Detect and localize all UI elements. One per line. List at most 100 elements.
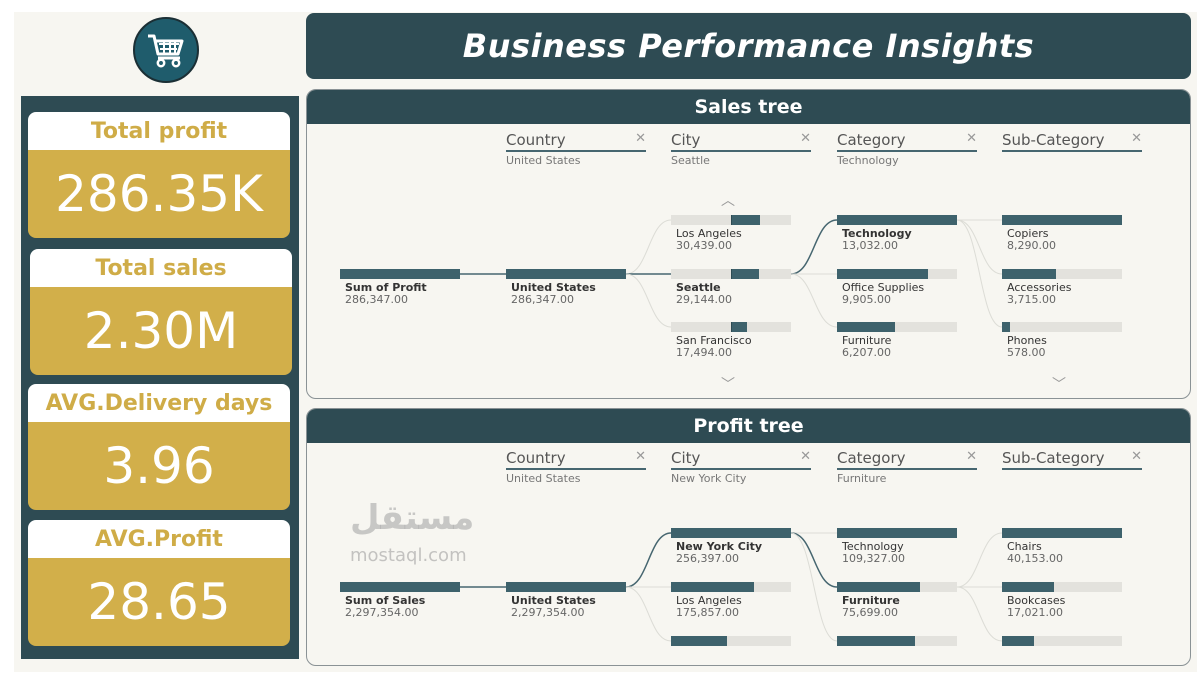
column-header-sub-category[interactable]: Sub-Category ✕	[1002, 131, 1142, 154]
node-bar-fill	[671, 582, 754, 592]
column-header-city[interactable]: City ✕ Seattle	[671, 131, 811, 167]
kpi-card-total-sales: Total sales 2.30M	[30, 249, 292, 375]
tree-node[interactable]: Bookcases 17,021.00	[1002, 582, 1122, 619]
node-bar	[1002, 215, 1122, 225]
profit-tree-visual[interactable]: Profit tree Country ✕ United States City ✕ Ne…	[306, 408, 1191, 666]
node-bar-fill	[340, 269, 460, 279]
close-icon[interactable]: ✕	[1131, 449, 1142, 464]
close-icon[interactable]: ✕	[635, 131, 646, 146]
tree-node[interactable]: Accessories 3,715.00	[1002, 269, 1122, 306]
node-bar-fill	[837, 269, 929, 279]
node-bar	[1002, 269, 1122, 279]
column-header-country[interactable]: Country ✕ United States	[506, 449, 646, 485]
node-value: 2,297,354.00	[511, 606, 585, 619]
tree-node[interactable]: Phones 578.00	[1002, 322, 1122, 359]
close-icon[interactable]: ✕	[966, 131, 977, 146]
node-bar	[506, 582, 626, 592]
tree-root-node[interactable]: Sum of Sales 2,297,354.00	[340, 582, 460, 619]
node-label: Los Angeles	[676, 227, 742, 240]
close-icon[interactable]: ✕	[635, 449, 646, 464]
close-icon[interactable]: ✕	[800, 449, 811, 464]
node-label: Furniture	[842, 594, 900, 607]
node-bar-fill	[506, 269, 626, 279]
column-header-row: Country ✕	[506, 449, 646, 470]
tree-root-node[interactable]: Sum of Profit 286,347.00	[340, 269, 460, 306]
tree-node[interactable]: San Francisco 17,494.00	[671, 322, 791, 359]
node-value: 75,699.00	[842, 606, 898, 619]
column-selection: Technology	[837, 154, 899, 167]
node-value: 30,439.00	[676, 239, 732, 252]
column-selection: Seattle	[671, 154, 710, 167]
connector	[956, 532, 1003, 588]
close-icon[interactable]: ✕	[1131, 131, 1142, 146]
node-bar	[340, 582, 460, 592]
node-label: Office Supplies	[842, 281, 925, 294]
column-name: Category	[837, 449, 906, 467]
tree-node[interactable]: Los Angeles 175,857.00	[671, 582, 791, 619]
tree-node[interactable]: Furniture 75,699.00	[837, 582, 957, 619]
node-value: 2,297,354.00	[345, 606, 419, 619]
node-label: Technology	[842, 227, 912, 240]
watermark-latin: mostaql.com	[350, 545, 467, 566]
connector	[790, 273, 838, 328]
connector	[790, 219, 838, 275]
column-header-row: City ✕	[671, 131, 811, 152]
tree-node[interactable]: United States 286,347.00	[506, 269, 626, 306]
column-header-country[interactable]: Country ✕ United States	[506, 131, 646, 167]
tree-node[interactable]: New York City 256,397.00	[671, 528, 791, 565]
node-bar-fill	[1002, 322, 1011, 332]
kpi-label: Total sales	[30, 249, 292, 287]
connector	[625, 273, 672, 328]
tree-node[interactable]	[671, 636, 791, 646]
connector	[956, 219, 1003, 275]
tree-node[interactable]: Copiers 8,290.00	[1002, 215, 1122, 252]
column-header-category[interactable]: Category ✕ Technology	[837, 131, 977, 167]
node-bar	[837, 636, 957, 646]
node-value: 256,397.00	[676, 552, 739, 565]
zero-marker	[731, 322, 732, 332]
scroll-down-chevron-icon[interactable]: ﹀	[1052, 377, 1066, 393]
column-header-row: Country ✕	[506, 131, 646, 152]
tree-node[interactable]: Chairs 40,153.00	[1002, 528, 1122, 565]
node-bar-fill	[340, 582, 460, 592]
tree-node[interactable]: Office Supplies 9,905.00	[837, 269, 957, 306]
tree-node[interactable]: Furniture 6,207.00	[837, 322, 957, 359]
kpi-label: AVG.Delivery days	[28, 384, 290, 422]
tree-node[interactable]: Technology 13,032.00	[837, 215, 957, 252]
node-bar	[671, 322, 791, 332]
tree-node[interactable]: United States 2,297,354.00	[506, 582, 626, 619]
kpi-value: 28.65	[28, 558, 290, 646]
sales-tree-visual[interactable]: Sales tree Country ✕ United States City ✕ Sea…	[306, 89, 1191, 399]
tree-node[interactable]: Seattle 29,144.00	[671, 269, 791, 306]
node-label: United States	[511, 594, 596, 607]
node-label: Phones	[1007, 334, 1047, 347]
tree-node[interactable]	[1002, 636, 1122, 646]
node-value: 286,347.00	[345, 293, 408, 306]
close-icon[interactable]: ✕	[966, 449, 977, 464]
scroll-up-chevron-icon[interactable]: ︿	[721, 193, 735, 209]
node-value: 286,347.00	[511, 293, 574, 306]
node-value: 40,153.00	[1007, 552, 1063, 565]
column-header-category[interactable]: Category ✕ Furniture	[837, 449, 977, 485]
node-label: Bookcases	[1007, 594, 1066, 607]
kpi-label: Total profit	[28, 112, 290, 150]
node-bar-fill	[837, 528, 957, 538]
column-header-city[interactable]: City ✕ New York City	[671, 449, 811, 485]
node-bar	[671, 528, 791, 538]
tree-node[interactable]: Los Angeles 30,439.00	[671, 215, 791, 252]
tree-node[interactable]	[837, 636, 957, 646]
close-icon[interactable]: ✕	[800, 131, 811, 146]
node-label: Los Angeles	[676, 594, 742, 607]
node-bar	[671, 215, 791, 225]
node-bar-fill	[1002, 636, 1035, 646]
node-bar	[837, 322, 957, 332]
node-bar-fill	[731, 215, 760, 225]
node-bar	[1002, 636, 1122, 646]
node-bar	[1002, 582, 1122, 592]
scroll-down-chevron-icon[interactable]: ﹀	[721, 377, 735, 393]
node-value: 6,207.00	[842, 346, 891, 359]
node-bar-fill	[1002, 528, 1122, 538]
column-header-sub-category[interactable]: Sub-Category ✕	[1002, 449, 1142, 472]
tree-node[interactable]: Technology 109,327.00	[837, 528, 957, 565]
title-bar: Business Performance Insights	[306, 13, 1191, 79]
